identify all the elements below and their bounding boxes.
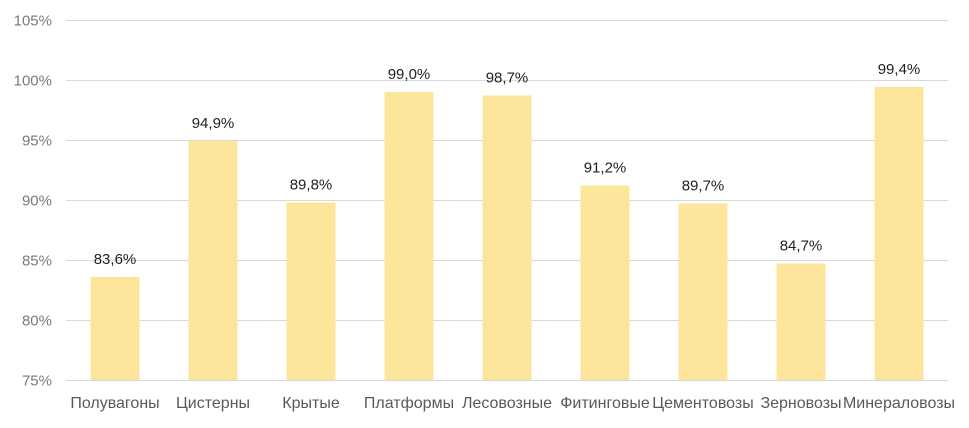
- y-tick-label: 85%: [22, 253, 52, 270]
- x-axis-category-labels: Полувагоны Цистерны Крытые Платформы Лесовоз…: [70, 395, 955, 412]
- data-label: 98,7%: [486, 70, 529, 87]
- data-label: 99,0%: [388, 66, 431, 83]
- data-label: 99,4%: [878, 61, 921, 78]
- x-category-label: Цементовозы: [652, 395, 753, 412]
- x-category-label: Цистерны: [176, 395, 250, 412]
- data-label: 94,9%: [192, 115, 235, 132]
- y-tick-label: 95%: [22, 133, 52, 150]
- x-category-label: Полувагоны: [70, 395, 159, 412]
- x-category-label: Зерновозы: [760, 395, 841, 412]
- bar-5: [482, 95, 532, 380]
- bars: [90, 87, 924, 380]
- bar-4: [384, 92, 434, 380]
- x-category-label: Минераловозы: [843, 395, 955, 412]
- y-tick-label: 105%: [14, 13, 52, 30]
- data-label: 89,8%: [290, 176, 333, 193]
- data-label: 89,7%: [682, 178, 725, 195]
- data-label: 84,7%: [780, 238, 823, 255]
- y-tick-label: 75%: [22, 373, 52, 390]
- y-tick-label: 80%: [22, 313, 52, 330]
- data-label: 83,6%: [94, 251, 137, 268]
- x-category-label: Фитинговые: [560, 395, 650, 412]
- data-labels: 83,6% 94,9% 89,8% 99,0% 98,7% 91,2% 89,7% 84,7%…: [94, 61, 921, 268]
- y-tick-label: 90%: [22, 193, 52, 210]
- bar-1: [90, 276, 140, 380]
- bar-6: [580, 185, 630, 380]
- x-category-label: Крытые: [282, 395, 340, 412]
- bar-2: [188, 141, 238, 380]
- data-label: 91,2%: [584, 160, 627, 177]
- bar-9: [874, 87, 924, 380]
- y-axis-tick-labels: 75% 80% 85% 90% 95% 100% 105%: [14, 13, 52, 390]
- y-tick-label: 100%: [14, 73, 52, 90]
- x-category-label: Платформы: [364, 395, 454, 412]
- bar-7: [678, 203, 728, 380]
- x-category-label: Лесовозные: [462, 395, 552, 412]
- bar-3: [286, 202, 336, 380]
- bar-8: [776, 263, 826, 380]
